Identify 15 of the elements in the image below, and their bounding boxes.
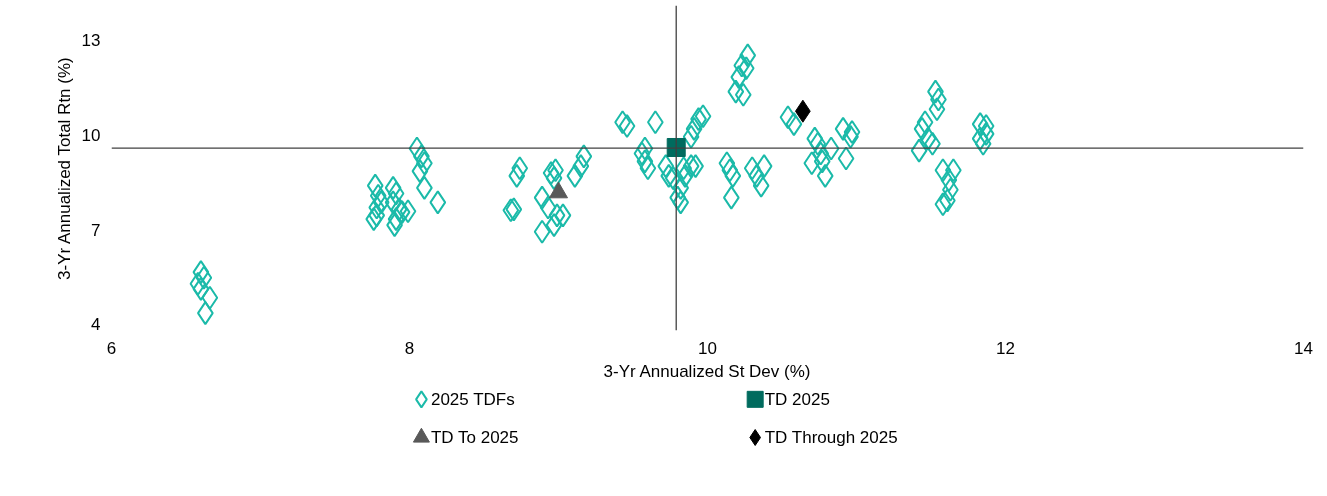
x-tick-label: 14 xyxy=(1294,338,1313,358)
x-tick-label: 12 xyxy=(996,338,1015,358)
x-tick-label: 10 xyxy=(698,338,717,358)
y-axis-title: 3-Yr Annualized Total Rtn (%) xyxy=(54,57,74,280)
y-tick-label: 7 xyxy=(91,220,101,240)
legend-label: TD 2025 xyxy=(764,389,830,409)
legend-label: TD To 2025 xyxy=(430,428,519,447)
y-tick-label: 10 xyxy=(81,125,101,145)
x-axis-title: 3-Yr Annualized St Dev (%) xyxy=(603,361,811,381)
y-tick-label: 4 xyxy=(91,315,101,335)
legend-label: TD Through 2025 xyxy=(764,428,898,447)
y-tick-label: 13 xyxy=(81,31,101,51)
legend-label: 2025 TDFs xyxy=(430,389,515,409)
x-tick-label: 8 xyxy=(404,338,415,358)
x-tick-label: 6 xyxy=(106,338,117,358)
